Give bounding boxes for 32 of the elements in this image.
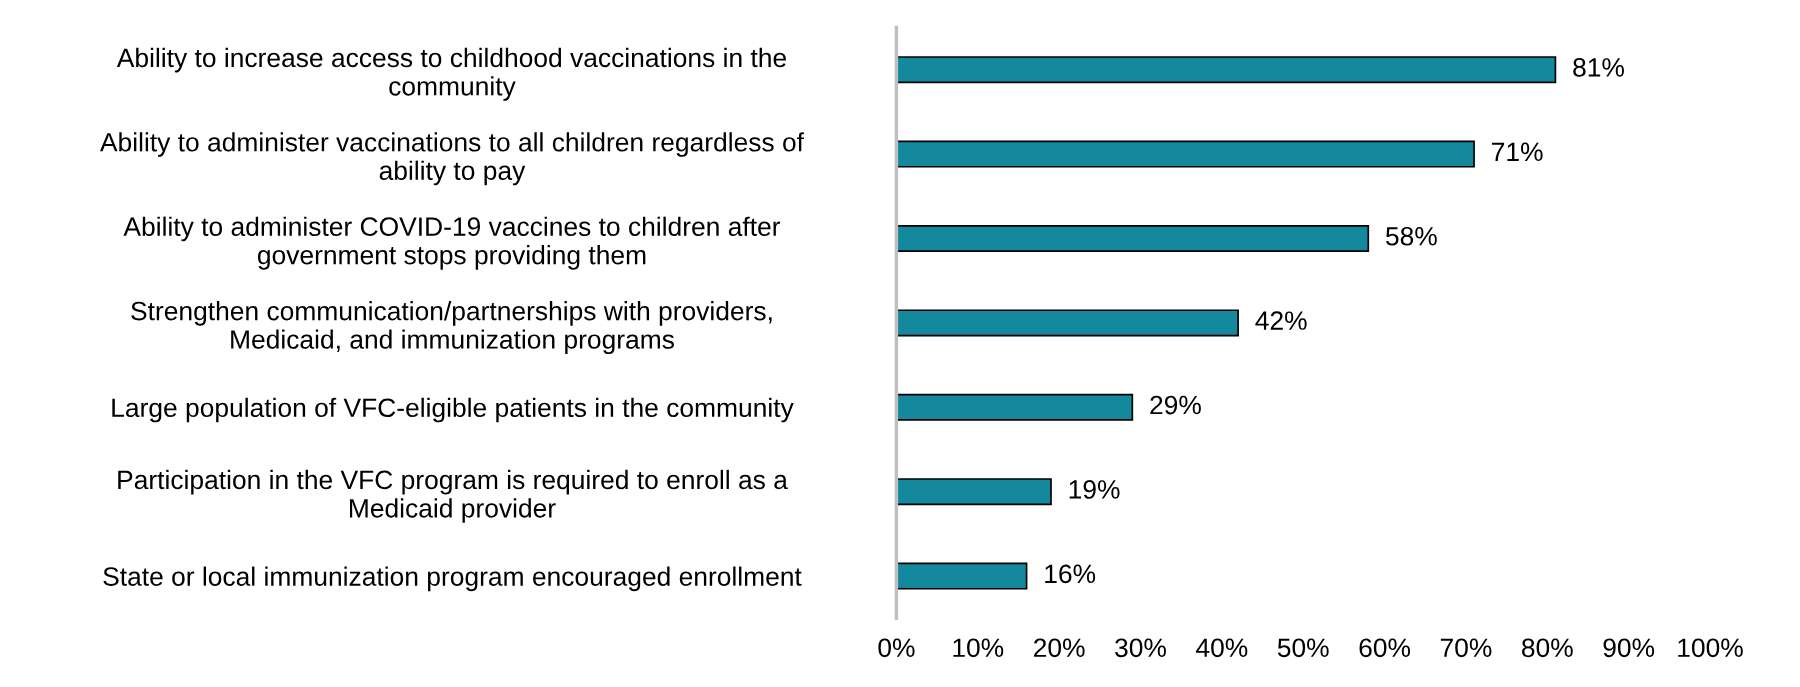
data-label: 19% [1069, 480, 1120, 499]
data-label: 58% [1386, 226, 1437, 246]
x-tick-label: 80% [1522, 638, 1573, 658]
bar [896, 478, 1052, 506]
data-label: 29% [1150, 395, 1201, 415]
x-tick-label: 70% [1440, 638, 1492, 658]
data-label: 81% [1573, 58, 1624, 77]
x-tick-label: 20% [1034, 638, 1085, 658]
y-tick-label: State or local immunization program encouraged enrollment [103, 566, 802, 592]
x-tick-label: 50% [1277, 638, 1329, 658]
y-tick-label: Ability to increase access to childhood vaccinations in the community [116, 47, 786, 101]
data-label: 42% [1255, 311, 1307, 330]
y-tick-label: Ability to administer vaccinations to all children regardless of ability to pay [100, 132, 805, 186]
x-tick-label: 100% [1678, 638, 1743, 658]
x-tick-label: 40% [1196, 638, 1248, 658]
x-tick-label: 90% [1603, 638, 1655, 658]
data-label: 16% [1045, 564, 1096, 584]
bar [896, 140, 1475, 168]
y-tick-label: Strengthen communication/partnerships with providers, Medicaid, and immunization programs [131, 301, 772, 355]
y-tick-label: Large population of VFC-eligible patients in the community [112, 397, 794, 423]
x-tick-label: 0% [878, 638, 915, 658]
x-tick-label: 60% [1359, 638, 1411, 658]
bar [896, 562, 1028, 590]
bar [896, 309, 1239, 337]
x-tick-label: 30% [1115, 638, 1166, 658]
data-label: 71% [1492, 142, 1543, 162]
bar [896, 56, 1557, 84]
x-tick-label: 10% [953, 638, 1004, 658]
y-tick-label: Participation in the VFC program is required to enroll as a Medicaid provider [118, 469, 788, 523]
bar [896, 393, 1134, 421]
y-tick-label: Ability to administer COVID-19 vaccines to children after government stops providing them [123, 216, 781, 270]
bar [896, 224, 1370, 252]
